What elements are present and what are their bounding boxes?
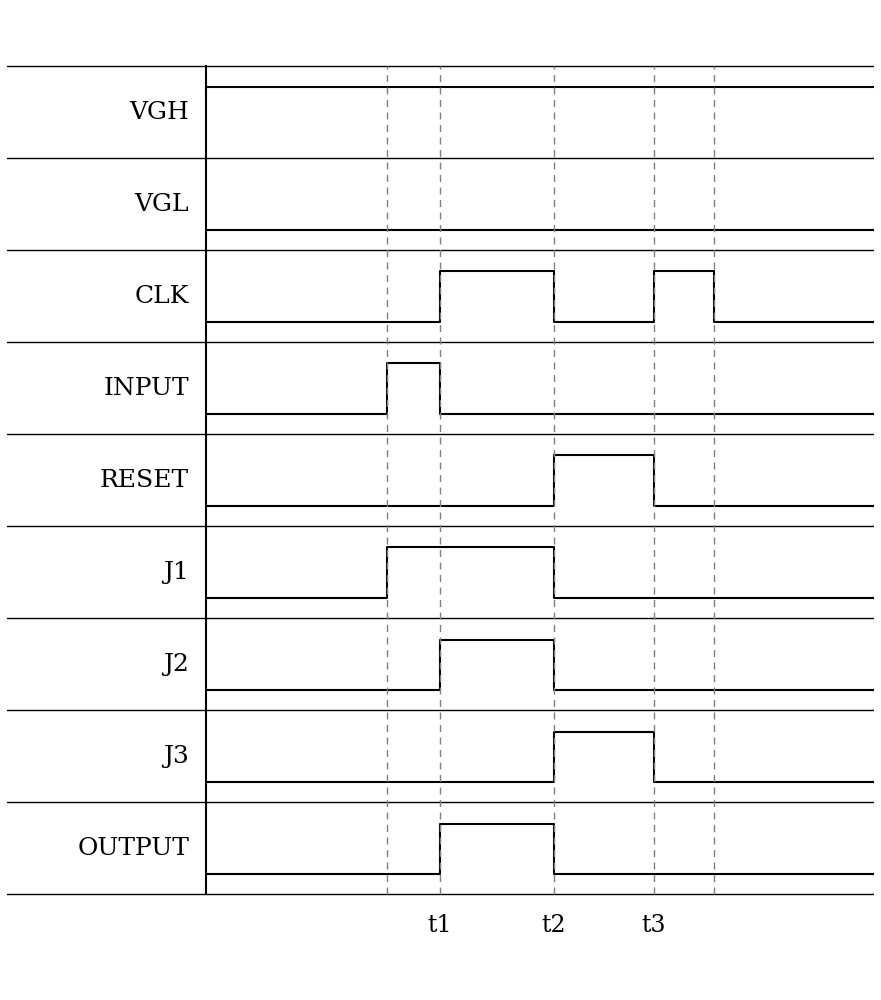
Text: VGH: VGH [130,101,189,124]
Text: t2: t2 [541,914,566,937]
Text: RESET: RESET [100,469,189,492]
Text: J1: J1 [163,561,189,584]
Text: INPUT: INPUT [103,377,189,400]
Text: J3: J3 [163,745,189,768]
Text: J2: J2 [163,653,189,676]
Text: t1: t1 [428,914,452,937]
Text: VGL: VGL [135,193,189,216]
Text: t3: t3 [641,914,666,937]
Text: OUTPUT: OUTPUT [78,837,189,860]
Text: CLK: CLK [135,285,189,308]
